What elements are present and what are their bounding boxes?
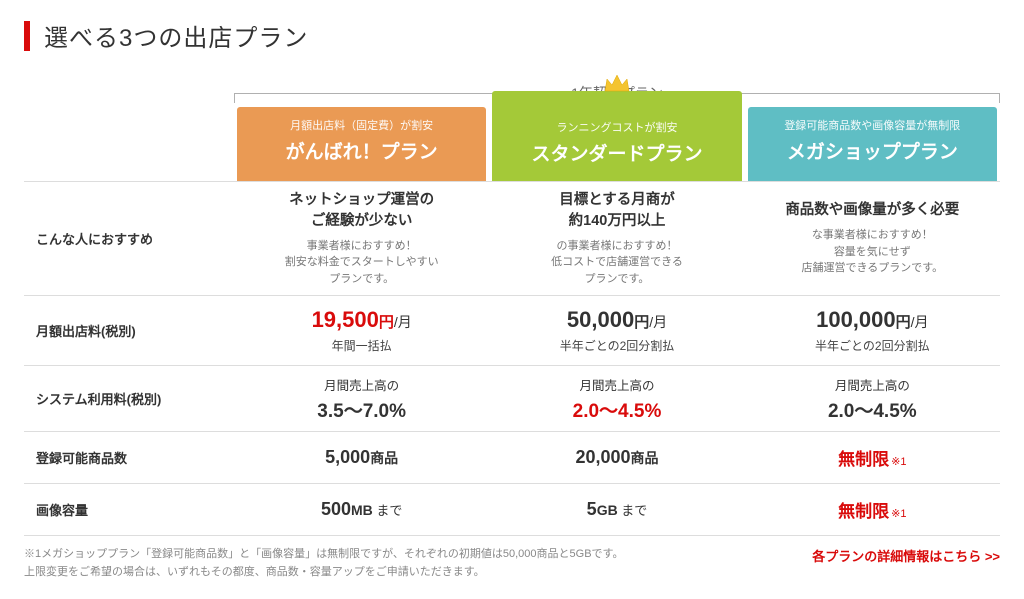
- plan-header-standard: ランニングコストが割安 スタンダードプラン: [492, 91, 741, 181]
- title-accent-bar: [24, 21, 30, 51]
- plan-table: 月額出店料（固定費）が割安 がんばれ！プラン ランニングコストが割安 スタンダー…: [24, 107, 1000, 536]
- price-num: 19,500: [312, 307, 379, 333]
- row-label-fee: 月額出店料(税別): [24, 295, 234, 365]
- sys-top: 月間売上高の: [242, 375, 481, 394]
- sys-val: 2.0〜4.5%: [497, 396, 736, 423]
- cell-fee-2: 100,000 円 /月 半年ごとの2回分割払: [745, 295, 1000, 365]
- products-num: 5,000: [325, 447, 370, 467]
- products-unit: 商品: [631, 450, 659, 466]
- recommend-sub: な事業者様におすすめ！容量を気にせず店舗運営できるプランです。: [753, 227, 992, 277]
- price-sub: 年間一括払: [242, 337, 481, 354]
- title-wrap: 選べる3つの出店プラン: [24, 18, 1000, 53]
- price-unit: 円: [379, 311, 394, 332]
- image-tail: まで: [618, 503, 648, 518]
- image-tail: まで: [373, 503, 403, 518]
- recommend-main: ネットショップ運営のご経験が少ない: [242, 190, 481, 232]
- products-val: 20,000商品: [497, 447, 736, 468]
- plan-header-sub: 月額出店料（固定費）が割安: [243, 117, 480, 133]
- image-val: 5GB まで: [497, 499, 736, 520]
- group-tick-right: [999, 93, 1000, 103]
- recommend-sub: の事業者様におすすめ！低コストで店舗運営できるプランです。: [497, 238, 736, 288]
- products-unlimited: 無制限※1: [753, 445, 992, 470]
- cell-prod-0: 5,000商品: [234, 431, 489, 483]
- details-link[interactable]: 各プランの詳細情報はこちら >>: [812, 546, 1000, 565]
- page-title: 選べる3つの出店プラン: [44, 18, 308, 53]
- plan-header-ganbare: 月額出店料（固定費）が割安 がんばれ！プラン: [237, 107, 486, 181]
- plan-header-name: メガショッププラン: [754, 137, 991, 164]
- sys-val: 3.5〜7.0%: [242, 396, 481, 423]
- recommend-main: 商品数や画像量が多く必要: [753, 200, 992, 221]
- products-unit: 商品: [370, 450, 398, 466]
- price-sub: 半年ごとの2回分割払: [497, 337, 736, 354]
- unlimited-label: 無制限: [838, 502, 889, 521]
- unlimited-note: ※1: [891, 456, 906, 468]
- row-label-recommend: こんな人におすすめ: [24, 181, 234, 295]
- plan-header-mega: 登録可能商品数や画像容量が無制限 メガショッププラン: [748, 107, 997, 181]
- price-line: 50,000 円 /月: [497, 307, 736, 333]
- row-label-system: システム利用料(税別): [24, 365, 234, 431]
- products-val: 5,000商品: [242, 447, 481, 468]
- image-unit: GB: [597, 502, 618, 518]
- price-sub: 半年ごとの2回分割払: [753, 337, 992, 354]
- recommend-sub: 事業者様におすすめ！割安な料金でスタートしやすいプランです。: [242, 238, 481, 288]
- price-num: 50,000: [567, 307, 634, 333]
- price-per: /月: [911, 312, 929, 332]
- image-unlimited: 無制限※1: [753, 497, 992, 522]
- unlimited-note: ※1: [891, 508, 906, 520]
- price-unit: 円: [896, 311, 911, 332]
- image-num: 5: [587, 499, 597, 519]
- footer-row: ※1メガショッププラン「登録可能商品数」と「画像容量」は無制限ですが、それぞれの…: [24, 546, 1000, 581]
- crown-icon: [603, 73, 631, 99]
- price-per: /月: [394, 312, 412, 332]
- cell-sys-0: 月間売上高の 3.5〜7.0%: [234, 365, 489, 431]
- row-label-image: 画像容量: [24, 483, 234, 535]
- cell-fee-1: 50,000 円 /月 半年ごとの2回分割払: [489, 295, 744, 365]
- plan-header-name: スタンダードプラン: [498, 139, 735, 166]
- cell-img-2: 無制限※1: [745, 483, 1000, 535]
- sys-top: 月間売上高の: [753, 375, 992, 394]
- price-per: /月: [649, 312, 667, 332]
- footnotes: ※1メガショッププラン「登録可能商品数」と「画像容量」は無制限ですが、それぞれの…: [24, 546, 623, 581]
- footnote-1: ※1メガショッププラン「登録可能商品数」と「画像容量」は無制限ですが、それぞれの…: [24, 546, 623, 564]
- price-line: 100,000 円 /月: [753, 307, 992, 333]
- cell-recommend-0: ネットショップ運営のご経験が少ない 事業者様におすすめ！割安な料金でスタートしや…: [234, 181, 489, 295]
- cell-sys-1: 月間売上高の 2.0〜4.5%: [489, 365, 744, 431]
- footnote-2: 上限変更をご希望の場合は、いずれもその都度、商品数・容量アップをご申請いただきま…: [24, 564, 623, 582]
- cell-img-0: 500MB まで: [234, 483, 489, 535]
- hdr-blank: [24, 107, 234, 181]
- group-tick-left: [234, 93, 235, 103]
- recommend-main: 目標とする月商が約140万円以上: [497, 190, 736, 232]
- plan-header-sub: 登録可能商品数や画像容量が無制限: [754, 117, 991, 133]
- price-line: 19,500 円 /月: [242, 307, 481, 333]
- price-num: 100,000: [816, 307, 896, 333]
- cell-recommend-1: 目標とする月商が約140万円以上 の事業者様におすすめ！低コストで店舗運営できる…: [489, 181, 744, 295]
- products-num: 20,000: [575, 447, 630, 467]
- plan-header-sub: ランニングコストが割安: [498, 119, 735, 135]
- cell-prod-2: 無制限※1: [745, 431, 1000, 483]
- image-val: 500MB まで: [242, 499, 481, 520]
- unlimited-label: 無制限: [838, 450, 889, 469]
- plan-header-name: がんばれ！プラン: [243, 137, 480, 164]
- cell-sys-2: 月間売上高の 2.0〜4.5%: [745, 365, 1000, 431]
- cell-img-1: 5GB まで: [489, 483, 744, 535]
- sys-val: 2.0〜4.5%: [753, 396, 992, 423]
- row-label-products: 登録可能商品数: [24, 431, 234, 483]
- image-unit: MB: [351, 502, 373, 518]
- cell-recommend-2: 商品数や画像量が多く必要 な事業者様におすすめ！容量を気にせず店舗運営できるプラ…: [745, 181, 1000, 295]
- cell-fee-0: 19,500 円 /月 年間一括払: [234, 295, 489, 365]
- sys-top: 月間売上高の: [497, 375, 736, 394]
- price-unit: 円: [634, 311, 649, 332]
- cell-prod-1: 20,000商品: [489, 431, 744, 483]
- image-num: 500: [321, 499, 351, 519]
